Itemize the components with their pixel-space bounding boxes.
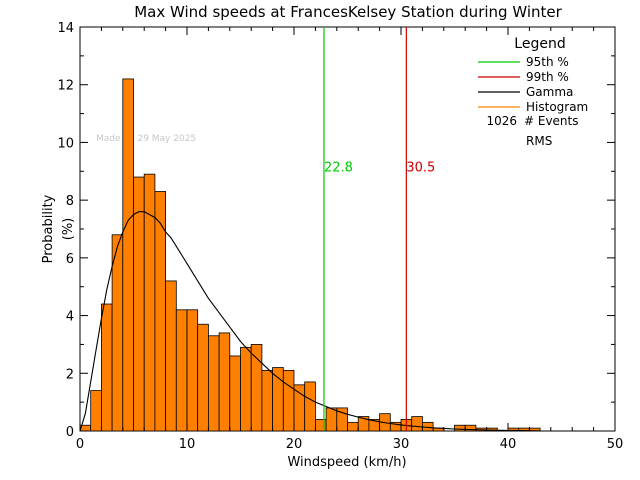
histogram-bar xyxy=(229,355,241,432)
histogram-bar xyxy=(111,234,124,432)
watermark-text: Made on 29 May 2025 xyxy=(96,134,196,144)
percentile-value-label: 22.8 xyxy=(324,160,353,175)
x-tick-label: 20 xyxy=(286,437,303,452)
gamma-series xyxy=(79,211,541,432)
legend: Legend 95th % 99th % Gamma Histogram 102… xyxy=(478,36,588,148)
histogram-bar xyxy=(293,384,306,432)
x-tick-label: 10 xyxy=(179,437,196,452)
histogram-bar xyxy=(218,332,231,432)
y-tick-label: 0 xyxy=(66,425,74,440)
y-tick-label: 4 xyxy=(66,310,74,325)
y-tick-label: 2 xyxy=(66,367,74,382)
axes: 0 10 20 30 40 50 0 2 4 6 8 10 12 14 xyxy=(57,21,623,452)
histogram-bar xyxy=(325,407,338,432)
histogram-bar xyxy=(133,176,145,432)
y-axis-label: Probability (%) xyxy=(41,194,76,263)
histogram-bar xyxy=(207,335,220,432)
histogram-bar xyxy=(304,381,316,432)
y-axis-label-line1: Probability xyxy=(41,194,56,263)
histogram-bar xyxy=(454,424,466,432)
legend-label-95th: 95th % xyxy=(526,55,569,69)
histogram-bar xyxy=(154,191,166,432)
histogram-bar xyxy=(186,309,199,432)
y-tick-label: 10 xyxy=(57,136,74,151)
y-tick-label: 8 xyxy=(66,194,74,209)
histogram-bar xyxy=(240,346,252,432)
histogram-bar xyxy=(411,416,423,432)
histogram-bar xyxy=(175,309,188,432)
legend-rms-label: RMS xyxy=(526,134,552,148)
y-axis-label-line2: (%) xyxy=(61,218,76,241)
histogram-bar xyxy=(282,369,295,432)
legend-label-99th: 99th % xyxy=(526,70,569,84)
histogram-bar xyxy=(122,78,134,432)
histogram-bar xyxy=(90,390,102,432)
histogram-bar xyxy=(197,323,209,432)
x-tick-label: 0 xyxy=(76,437,84,452)
legend-events-count: 1026 xyxy=(486,114,517,128)
histogram-bar xyxy=(347,421,359,432)
histogram-bar xyxy=(165,280,177,432)
legend-label-gamma: Gamma xyxy=(526,85,573,99)
histogram-series xyxy=(79,78,541,432)
histogram-bar xyxy=(261,369,273,432)
x-tick-label: 40 xyxy=(500,437,517,452)
legend-label-histogram: Histogram xyxy=(526,100,588,114)
x-axis-label: Windspeed (km/h) xyxy=(287,455,406,470)
gamma-curve xyxy=(79,211,541,432)
histogram-bar xyxy=(336,407,348,432)
legend-title: Legend xyxy=(514,36,565,52)
legend-events-label: # Events xyxy=(524,114,579,128)
histogram-bar xyxy=(101,303,113,432)
percentile-value-label: 30.5 xyxy=(406,160,435,175)
y-tick-label: 12 xyxy=(57,79,74,94)
x-tick-label: 50 xyxy=(607,437,624,452)
y-tick-label: 14 xyxy=(57,21,74,36)
chart-title: Max Wind speeds at FrancesKelsey Station… xyxy=(134,3,562,21)
x-tick-label: 30 xyxy=(393,437,410,452)
percentile-lines: 22.8 30.5 xyxy=(323,27,435,431)
y-tick-label: 6 xyxy=(66,252,74,267)
